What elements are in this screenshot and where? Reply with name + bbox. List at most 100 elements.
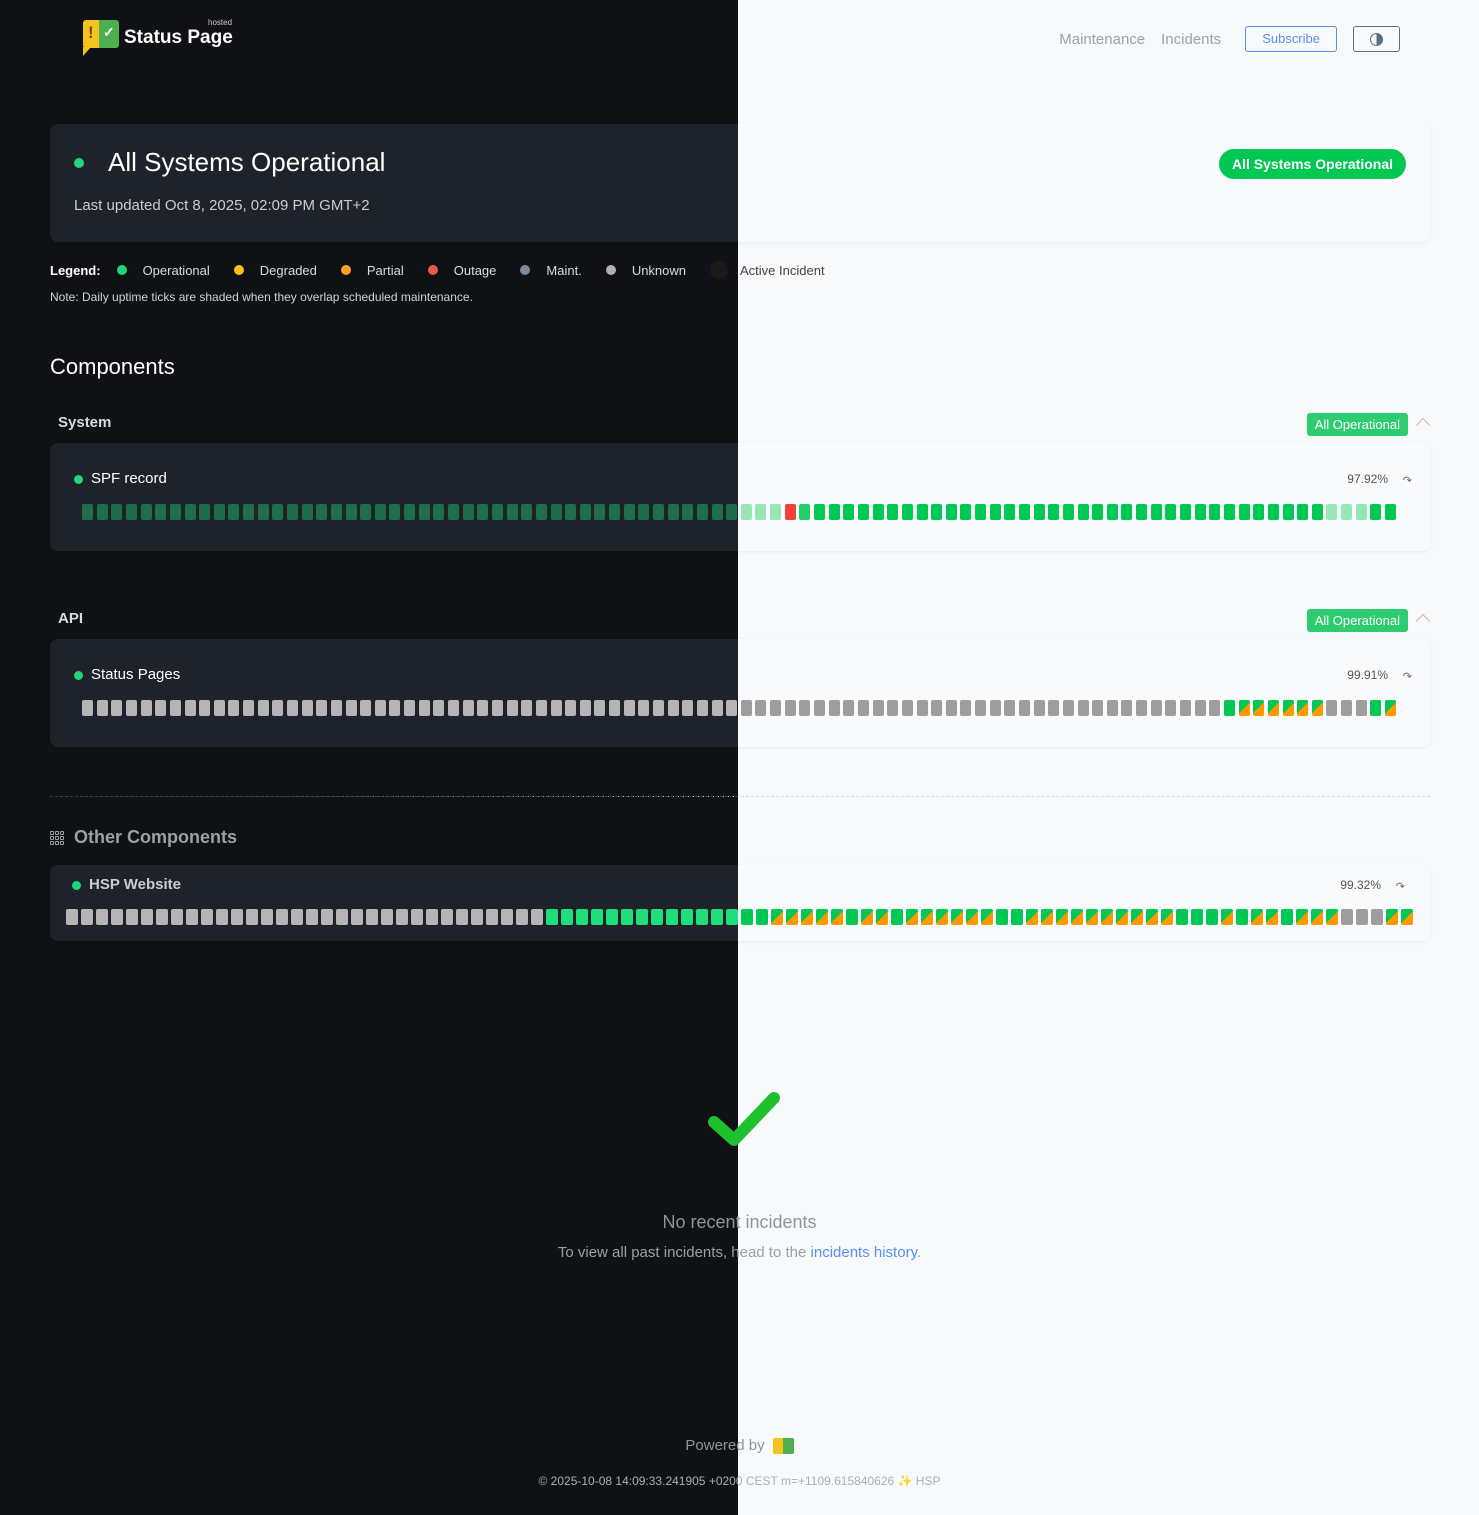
uptime-tick[interactable]	[846, 909, 858, 925]
uptime-tick[interactable]	[477, 700, 489, 716]
uptime-tick[interactable]	[996, 909, 1008, 925]
uptime-tick[interactable]	[246, 909, 258, 925]
uptime-tick[interactable]	[1297, 504, 1309, 520]
uptime-tick[interactable]	[521, 504, 533, 520]
uptime-tick[interactable]	[1121, 700, 1133, 716]
uptime-tick[interactable]	[169, 700, 181, 716]
uptime-tick[interactable]	[321, 909, 333, 925]
uptime-tick[interactable]	[1253, 700, 1265, 716]
theme-toggle-button[interactable]	[1353, 26, 1400, 52]
uptime-tick[interactable]	[594, 700, 606, 716]
uptime-tick[interactable]	[171, 909, 183, 925]
uptime-tick[interactable]	[966, 909, 978, 925]
uptime-tick[interactable]	[1238, 504, 1250, 520]
uptime-tick[interactable]	[199, 700, 211, 716]
uptime-tick[interactable]	[621, 909, 633, 925]
uptime-tick[interactable]	[1370, 700, 1382, 716]
uptime-tick[interactable]	[1033, 700, 1045, 716]
uptime-tick[interactable]	[756, 909, 768, 925]
uptime-tick[interactable]	[609, 700, 620, 716]
uptime-tick[interactable]	[1146, 909, 1158, 925]
subscribe-button[interactable]: Subscribe	[1245, 26, 1337, 52]
incidents-history-link[interactable]: incidents history	[810, 1244, 917, 1261]
uptime-tick[interactable]	[653, 504, 664, 520]
uptime-tick[interactable]	[1281, 909, 1293, 925]
uptime-tick[interactable]	[506, 700, 518, 716]
uptime-tick[interactable]	[1086, 909, 1098, 925]
uptime-tick[interactable]	[975, 504, 986, 520]
uptime-tick[interactable]	[261, 909, 273, 925]
uptime-tick[interactable]	[257, 700, 269, 716]
uptime-tick[interactable]	[96, 909, 108, 925]
uptime-tick[interactable]	[330, 700, 342, 716]
uptime-tick[interactable]	[887, 700, 899, 716]
uptime-tick[interactable]	[1401, 909, 1413, 925]
uptime-tick[interactable]	[857, 700, 869, 716]
uptime-tick[interactable]	[287, 700, 298, 716]
uptime-tick[interactable]	[945, 700, 957, 716]
uptime-tick[interactable]	[1209, 504, 1221, 520]
uptime-tick[interactable]	[1326, 700, 1338, 716]
uptime-tick[interactable]	[1131, 909, 1143, 925]
uptime-tick[interactable]	[711, 909, 723, 925]
uptime-tick[interactable]	[66, 909, 78, 925]
uptime-tick[interactable]	[1180, 504, 1191, 520]
uptime-tick[interactable]	[1165, 504, 1177, 520]
uptime-tick[interactable]	[1341, 504, 1352, 520]
uptime-tick[interactable]	[257, 504, 269, 520]
uptime-tick[interactable]	[1223, 504, 1235, 520]
uptime-tick[interactable]	[516, 909, 528, 925]
uptime-tick[interactable]	[1386, 909, 1398, 925]
uptime-tick[interactable]	[681, 909, 693, 925]
uptime-tick[interactable]	[501, 909, 513, 925]
uptime-tick[interactable]	[1011, 909, 1023, 925]
uptime-tick[interactable]	[535, 700, 547, 716]
uptime-tick[interactable]	[1041, 909, 1053, 925]
uptime-tick[interactable]	[521, 700, 533, 716]
uptime-tick[interactable]	[381, 909, 393, 925]
uptime-tick[interactable]	[491, 504, 503, 520]
uptime-tick[interactable]	[1341, 909, 1353, 925]
uptime-tick[interactable]	[213, 504, 225, 520]
uptime-tick[interactable]	[1194, 700, 1206, 716]
uptime-tick[interactable]	[141, 909, 153, 925]
uptime-tick[interactable]	[1282, 504, 1294, 520]
uptime-tick[interactable]	[682, 700, 694, 716]
uptime-tick[interactable]	[1221, 909, 1233, 925]
uptime-tick[interactable]	[389, 700, 401, 716]
uptime-tick[interactable]	[396, 909, 408, 925]
uptime-tick[interactable]	[1311, 909, 1323, 925]
uptime-tick[interactable]	[843, 504, 855, 520]
uptime-tick[interactable]	[336, 909, 348, 925]
uptime-tick[interactable]	[1062, 504, 1074, 520]
uptime-tick[interactable]	[1267, 504, 1279, 520]
uptime-tick[interactable]	[1092, 700, 1104, 716]
uptime-tick[interactable]	[366, 909, 378, 925]
uptime-tick[interactable]	[550, 700, 562, 716]
uptime-tick[interactable]	[301, 504, 313, 520]
uptime-tick[interactable]	[491, 700, 503, 716]
uptime-tick[interactable]	[462, 700, 474, 716]
uptime-tick[interactable]	[816, 909, 828, 925]
uptime-tick[interactable]	[156, 909, 168, 925]
uptime-tick[interactable]	[418, 700, 430, 716]
uptime-tick[interactable]	[936, 909, 948, 925]
uptime-tick[interactable]	[623, 700, 635, 716]
uptime-tick[interactable]	[1356, 909, 1368, 925]
uptime-tick[interactable]	[546, 909, 558, 925]
uptime-tick[interactable]	[872, 504, 884, 520]
uptime-tick[interactable]	[579, 504, 591, 520]
uptime-tick[interactable]	[828, 700, 840, 716]
uptime-tick[interactable]	[565, 700, 577, 716]
uptime-tick[interactable]	[140, 700, 152, 716]
uptime-tick[interactable]	[667, 700, 679, 716]
uptime-tick[interactable]	[770, 504, 782, 520]
uptime-tick[interactable]	[755, 700, 767, 716]
uptime-tick[interactable]	[1326, 504, 1338, 520]
uptime-tick[interactable]	[389, 504, 401, 520]
uptime-tick[interactable]	[1238, 700, 1250, 716]
uptime-tick[interactable]	[945, 504, 957, 520]
uptime-tick[interactable]	[814, 700, 825, 716]
uptime-tick[interactable]	[374, 700, 386, 716]
uptime-tick[interactable]	[666, 909, 678, 925]
